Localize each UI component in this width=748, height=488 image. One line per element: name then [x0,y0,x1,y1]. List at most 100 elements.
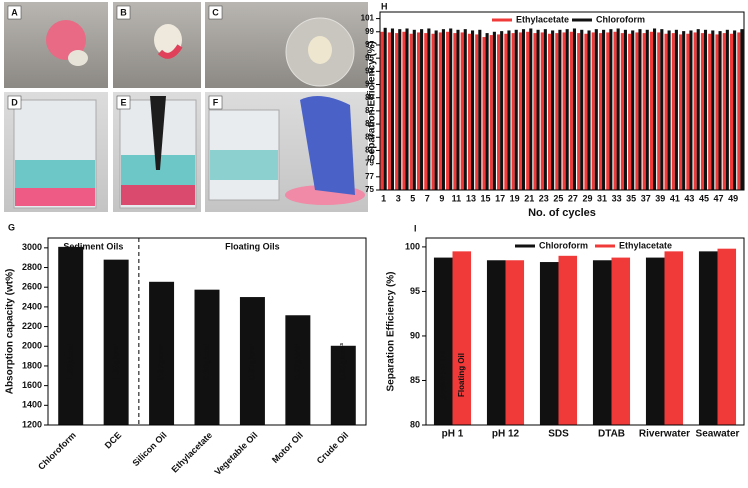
y-tick-label: 99 [365,27,374,36]
bar [551,30,555,190]
plot-frame [47,237,367,426]
bar [664,251,684,425]
bar [390,28,395,191]
y-tick-label: 95 [410,286,420,296]
glove [300,96,355,195]
group-label: Sediment Oils [63,241,123,251]
bar [722,33,726,190]
photo-object [150,96,166,170]
x-tick-label: DTAB [598,429,625,440]
y-tick-label: 89 [365,93,374,102]
x-tick-label: 43 [684,193,694,203]
bar [664,33,668,190]
x-tick-label: 29 [582,193,592,203]
bar [613,31,617,191]
x-tick-label: Crude Oil [315,430,351,466]
bar [514,29,518,190]
legend-label: Chloroform [596,14,645,24]
x-tick-label: pH 12 [492,429,520,440]
bar [453,33,457,190]
bar [507,30,511,190]
bar [521,29,526,190]
bar [420,29,424,190]
bar [611,257,631,425]
x-tick-label: 45 [699,193,709,203]
x-tick-label: 27 [568,193,578,203]
y-tick-label: 2200 [22,321,42,331]
x-tick-label: Seawater [696,429,740,440]
bar [686,33,690,190]
panel-label: G [8,222,15,232]
bar [698,251,718,425]
bar [555,33,559,190]
bar [547,33,552,190]
bar-annotation: 0.90g/cm³ [202,343,211,380]
bar [729,33,734,190]
bar [577,33,581,190]
bar [584,33,588,190]
photo-object [68,50,88,66]
bar [591,32,595,190]
x-tick-label: DCE [103,430,124,451]
bar [653,28,657,191]
bar [569,31,573,191]
bar [718,31,722,191]
bar [580,29,584,190]
bar [504,33,508,190]
x-tick-label: 47 [714,193,724,203]
bar [602,29,606,190]
bar [460,32,464,190]
bar [149,281,175,425]
x-tick-label: 11 [452,193,462,203]
bar [452,251,472,425]
x-tick-label: 17 [495,193,505,203]
bar [239,297,265,425]
x-tick-label: 9 [439,193,444,203]
y-tick-label: 2400 [22,301,42,311]
bar [285,315,311,425]
bar [471,30,475,190]
plot-frame [379,11,745,191]
x-tick-label: 39 [655,193,665,203]
x-tick-label: Chloroform [36,430,78,472]
y-tick-label: 83 [365,132,374,141]
bar [657,32,661,190]
bar [572,28,577,191]
x-tick-label: Ethylacetate [170,430,215,475]
x-tick-label: SDS [548,429,569,440]
bar [606,32,610,190]
photo-object [46,20,86,60]
bar [540,32,544,190]
bar [609,29,613,190]
bar [539,262,559,425]
panel-label: I [414,223,417,233]
bar [682,31,686,191]
bar [194,289,220,425]
bar [427,28,431,191]
y-tick-label: 81 [365,146,374,155]
bar [708,33,712,190]
photo-label: E [120,97,126,107]
bar [467,33,471,190]
bar [497,34,501,191]
bar [387,32,391,190]
bar-annotation: 0.83g/cm³ [338,343,347,380]
x-tick-label: 13 [466,193,476,203]
bar-annotation: Floating Oil [457,353,466,397]
bar [616,28,620,191]
y-tick-label: 1600 [22,380,42,390]
bar [529,28,533,191]
bar [679,34,683,191]
bar-annotation: 0.97g/cm³ [157,343,166,380]
x-tick-label: Vegetable Oil [212,430,259,477]
y-tick-label: 100 [405,241,420,251]
bar [667,30,671,190]
bar [330,345,356,425]
bar [456,29,460,190]
y-tick-label: 85 [410,375,420,385]
x-axis-title: No. of cycles [528,207,596,219]
bar-annotation: 1.33g/cm³ [111,343,120,380]
x-tick-label: 7 [425,193,430,203]
bar-annotation: 0.91g/cm³ [248,343,257,380]
